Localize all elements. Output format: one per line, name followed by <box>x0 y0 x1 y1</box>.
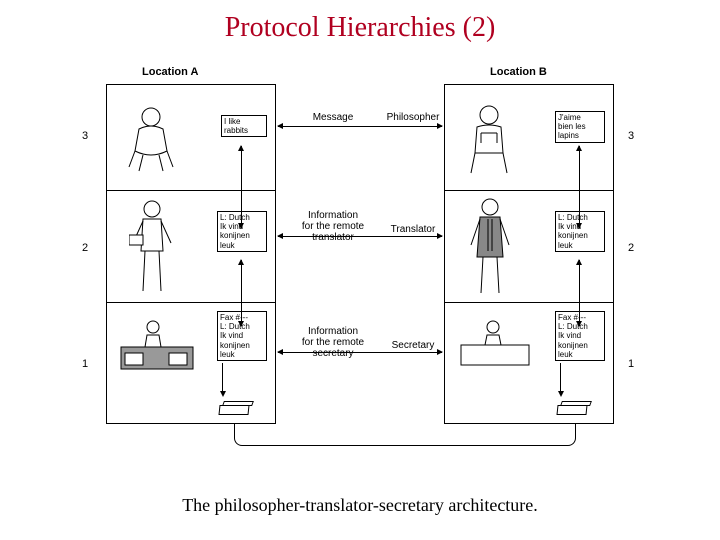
fax-b-icon <box>557 401 593 417</box>
cell-a3: I like rabbits <box>107 85 275 191</box>
arrow-a1-down <box>222 363 223 393</box>
label-info-translator: Information for the remote translator <box>296 210 370 243</box>
row-num-1-right: 1 <box>628 358 634 370</box>
philosopher-a-icon <box>121 105 181 175</box>
row-num-2-left: 2 <box>82 242 88 254</box>
varrow-a-32 <box>241 146 242 228</box>
note-b1: Fax #--- L: Dutch Ik vind konijnen leuk <box>555 311 605 361</box>
header-location-b: Location B <box>490 66 547 78</box>
page-title: Protocol Hierarchies (2) <box>0 0 720 44</box>
caption: The philosopher-translator-secretary arc… <box>0 495 720 516</box>
label-info-secretary: Information for the remote secretary <box>296 326 370 359</box>
arrow-row3 <box>278 126 442 127</box>
translator-b-icon <box>465 197 515 297</box>
header-location-a: Location A <box>142 66 198 78</box>
cell-b1: Fax #--- L: Dutch Ik vind konijnen leuk <box>445 303 613 425</box>
note-a2: L: Dutch Ik vind konijnen leuk <box>217 211 267 252</box>
diagram: Location A Location B 3 2 1 3 2 1 I like… <box>86 66 634 466</box>
fax-a-icon <box>219 401 255 417</box>
row-num-2-right: 2 <box>628 242 634 254</box>
label-translator: Translator <box>384 224 442 235</box>
label-secretary: Secretary <box>384 340 442 351</box>
varrow-b-21 <box>579 260 580 326</box>
arrow-b1-down-head <box>558 391 564 397</box>
cell-b2: L: Dutch Ik vind konijnen leuk <box>445 191 613 303</box>
secretary-b-icon <box>459 319 531 375</box>
note-a1: Fax #--- L: Dutch Ik vind konijnen leuk <box>217 311 267 361</box>
label-message: Message <box>308 112 358 123</box>
column-a: I like rabbits L: Dutch Ik vind konijnen… <box>106 84 276 424</box>
secretary-a-icon <box>117 319 197 379</box>
note-b3: J'aime bien les lapins <box>555 111 605 143</box>
cell-a2: L: Dutch Ik vind konijnen leuk <box>107 191 275 303</box>
label-philosopher: Philosopher <box>382 112 444 123</box>
varrow-a-21 <box>241 260 242 326</box>
physical-path <box>234 424 576 446</box>
row-num-3-left: 3 <box>82 130 88 142</box>
note-b2: L: Dutch Ik vind konijnen leuk <box>555 211 605 252</box>
philosopher-b-icon <box>461 103 517 177</box>
column-b: J'aime bien les lapins L: Dutch Ik vind … <box>444 84 614 424</box>
translator-a-icon <box>129 199 175 295</box>
slide: Protocol Hierarchies (2) Location A Loca… <box>0 0 720 540</box>
cell-b3: J'aime bien les lapins <box>445 85 613 191</box>
arrow-b1-down <box>560 363 561 393</box>
cell-a1: Fax #--- L: Dutch Ik vind konijnen leuk <box>107 303 275 425</box>
arrow-a1-down-head <box>220 391 226 397</box>
row-num-1-left: 1 <box>82 358 88 370</box>
note-a3: I like rabbits <box>221 115 267 137</box>
varrow-b-32 <box>579 146 580 228</box>
row-num-3-right: 3 <box>628 130 634 142</box>
